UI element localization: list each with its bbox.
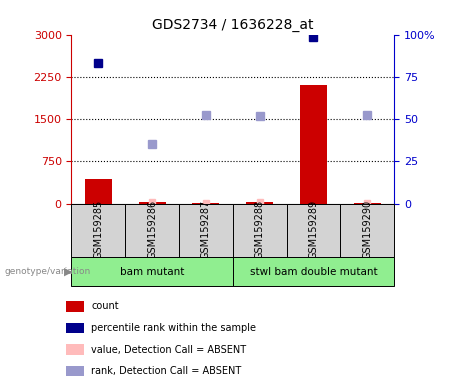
Bar [354, 203, 381, 204]
Text: GSM159289: GSM159289 [308, 200, 319, 259]
Text: bam mutant: bam mutant [120, 266, 184, 277]
Bar [340, 204, 394, 257]
Text: rank, Detection Call = ABSENT: rank, Detection Call = ABSENT [91, 366, 242, 376]
Bar [179, 204, 233, 257]
Bar [287, 204, 340, 257]
Text: GSM159287: GSM159287 [201, 200, 211, 259]
Text: genotype/variation: genotype/variation [5, 267, 91, 276]
Text: ▶: ▶ [64, 266, 72, 277]
Bar [71, 257, 233, 286]
Bar [246, 202, 273, 204]
Bar [66, 366, 83, 376]
Bar [66, 323, 83, 333]
Text: percentile rank within the sample: percentile rank within the sample [91, 323, 256, 333]
Bar [85, 179, 112, 204]
Bar [139, 202, 165, 204]
Bar [66, 344, 83, 355]
Bar [71, 204, 125, 257]
Text: stwl bam double mutant: stwl bam double mutant [250, 266, 377, 277]
Text: GSM159285: GSM159285 [93, 200, 103, 259]
Text: GSM159290: GSM159290 [362, 200, 372, 259]
Text: GSM159286: GSM159286 [147, 200, 157, 259]
Bar [233, 257, 394, 286]
Title: GDS2734 / 1636228_at: GDS2734 / 1636228_at [152, 18, 313, 32]
Text: value, Detection Call = ABSENT: value, Detection Call = ABSENT [91, 345, 247, 355]
Text: GSM159288: GSM159288 [254, 200, 265, 259]
Bar [125, 204, 179, 257]
Bar [233, 204, 287, 257]
Bar [300, 85, 327, 204]
Bar [66, 301, 83, 312]
Bar [193, 203, 219, 204]
Text: count: count [91, 301, 119, 311]
